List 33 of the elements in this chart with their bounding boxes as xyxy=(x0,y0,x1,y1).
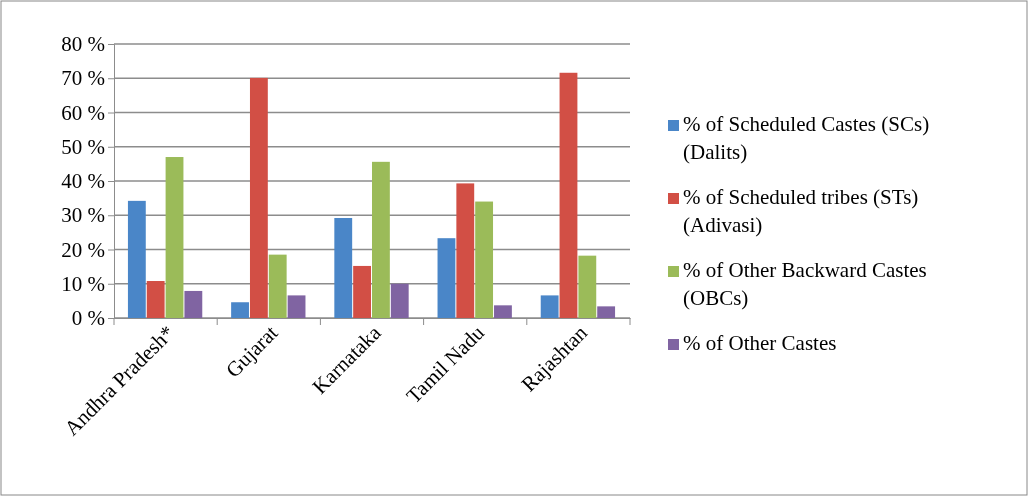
bar xyxy=(578,255,597,318)
bar xyxy=(287,295,306,318)
bar xyxy=(353,265,371,318)
y-tick-label: 50 % xyxy=(61,134,105,159)
y-tick-label: 70 % xyxy=(61,66,105,91)
y-tick-label: 40 % xyxy=(61,169,105,194)
bar xyxy=(249,77,268,318)
y-tick-label: 80 % xyxy=(61,32,105,57)
bar xyxy=(231,302,249,318)
bar xyxy=(334,217,353,318)
y-tick-label: 20 % xyxy=(61,237,105,262)
bar xyxy=(127,200,146,318)
bar xyxy=(165,157,184,318)
y-tick-label: 10 % xyxy=(61,271,105,296)
bar xyxy=(184,290,203,318)
bar xyxy=(146,281,165,318)
bar xyxy=(437,238,456,318)
bar xyxy=(390,283,409,318)
bar xyxy=(540,295,559,318)
y-tick-label: 0 % xyxy=(71,306,105,331)
y-tick-label: 60 % xyxy=(61,100,105,125)
bar xyxy=(494,305,512,318)
legend-label: % of Scheduled tribes (STs) (Adivasi) xyxy=(683,185,919,237)
bar xyxy=(559,72,578,318)
bar xyxy=(475,201,494,318)
bar xyxy=(597,306,616,318)
y-tick-label: 30 % xyxy=(61,203,105,228)
bar xyxy=(268,254,287,318)
bar xyxy=(372,161,390,318)
legend-label: % of Other Castes xyxy=(683,331,837,355)
bar xyxy=(456,183,475,318)
legend-label: % of Other Backward Castes (OBCs) xyxy=(683,258,927,310)
legend-label: % of Scheduled Castes (SCs) (Dalits) xyxy=(683,112,930,164)
